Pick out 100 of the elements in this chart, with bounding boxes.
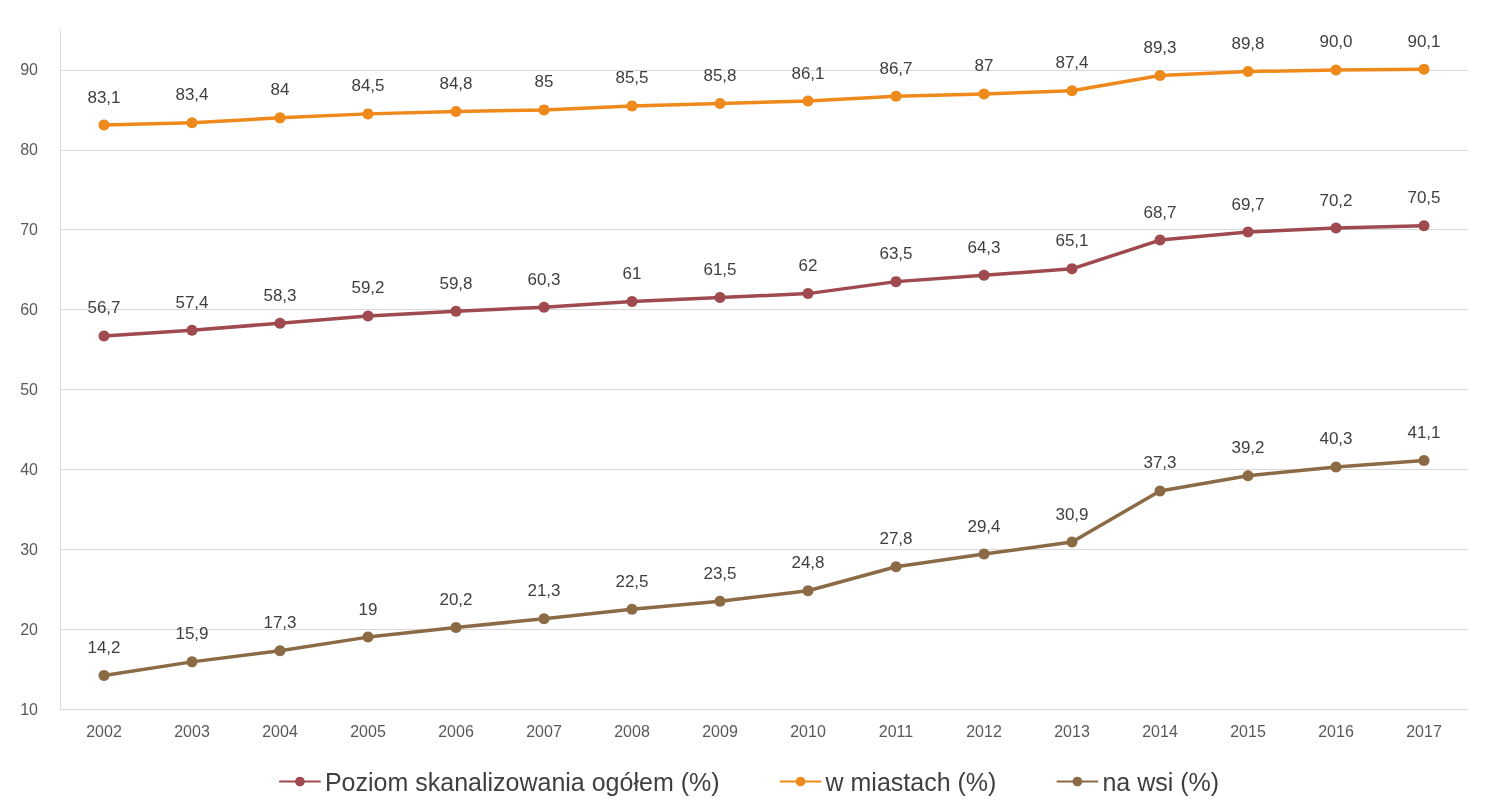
data-label: 24,8 [791,553,825,573]
data-label: 27,8 [879,529,913,549]
point [890,276,902,288]
data-label: 62 [798,256,818,276]
x-tick-label: 2004 [262,722,298,740]
data-label: 41,1 [1407,423,1441,443]
data-label: 86,1 [791,63,825,83]
data-label: 61,5 [703,260,737,280]
point [362,631,374,643]
data-label: 37,3 [1143,453,1177,473]
point [714,595,726,607]
point [1418,455,1430,467]
point [714,97,726,109]
x-tick-label: 2008 [614,722,650,740]
point [802,585,814,597]
point [1242,66,1254,78]
data-label: 30,9 [1055,504,1089,524]
data-label: 89,8 [1231,34,1265,54]
legend-label: Poziom skanalizowania ogółem (%) [324,767,720,796]
point [362,108,374,120]
data-label: 21,3 [527,581,561,601]
point [98,669,110,681]
point [890,561,902,573]
x-tick-label: 2017 [1406,722,1442,740]
data-label: 15,9 [175,624,209,644]
point [1154,485,1166,497]
data-label: 40,3 [1319,429,1353,449]
point [978,269,990,281]
data-label: 56,7 [87,298,121,318]
data-label: 63,5 [879,244,913,264]
x-tick-label: 2005 [350,722,386,740]
point [186,656,198,668]
x-tick-label: 2013 [1054,722,1090,740]
point [274,645,286,657]
point [450,622,462,634]
x-tick-label: 2014 [1142,722,1178,740]
data-label: 70,2 [1319,190,1353,210]
y-tick-label: 10 [20,700,39,718]
y-tick-label: 60 [20,301,39,319]
point [1330,64,1342,76]
point [538,613,550,625]
data-label: 85,5 [615,68,649,88]
y-tick-label: 80 [20,141,39,159]
point [274,317,286,329]
x-tick-label: 2010 [790,722,826,740]
data-label: 61 [622,264,642,284]
point [538,301,550,313]
data-label: 86,7 [879,58,913,78]
data-label: 87,4 [1055,53,1089,73]
data-label: 68,7 [1143,202,1177,222]
data-label: 83,4 [175,85,209,105]
data-label: 59,8 [439,273,473,293]
x-tick-label: 2002 [86,722,122,740]
point [1154,234,1166,246]
data-label: 14,2 [87,637,121,657]
point [362,310,374,322]
x-tick-label: 2006 [438,722,474,740]
point [626,603,638,615]
x-tick-label: 2009 [702,722,738,740]
data-label: 17,3 [263,613,297,633]
x-tick-label: 2016 [1318,722,1354,740]
y-tick-label: 70 [20,221,39,239]
data-label: 83,1 [87,87,121,107]
data-label: 58,3 [263,285,297,305]
data-label: 84 [270,80,290,100]
data-label: 23,5 [703,563,737,583]
data-label: 60,3 [527,269,561,289]
point [1066,85,1078,97]
y-tick-label: 20 [20,620,39,638]
point [626,296,638,308]
data-label: 84,8 [439,73,473,93]
point [802,95,814,107]
point [890,90,902,102]
data-label: 69,7 [1231,194,1265,214]
point [538,104,550,116]
point [1066,536,1078,548]
data-label: 29,4 [967,516,1001,536]
point [978,548,990,560]
point [714,292,726,304]
data-label: 70,5 [1407,188,1441,208]
x-tick-label: 2015 [1230,722,1266,740]
point [450,105,462,117]
point [626,100,638,112]
data-label: 22,5 [615,571,649,591]
point [1242,470,1254,482]
x-tick-label: 2007 [526,722,562,740]
data-label: 90,1 [1407,31,1441,51]
data-label: 57,4 [175,292,209,312]
data-label: 89,3 [1143,38,1177,58]
data-label: 20,2 [439,590,473,610]
point [1330,461,1342,473]
y-tick-label: 40 [20,460,39,478]
data-label: 39,2 [1231,438,1265,458]
y-tick-label: 30 [20,540,39,558]
y-tick-label: 90 [20,61,39,79]
point [1418,63,1430,75]
point [1242,226,1254,238]
data-label: 85,8 [703,65,737,85]
point [186,324,198,336]
data-label: 59,2 [351,278,385,298]
